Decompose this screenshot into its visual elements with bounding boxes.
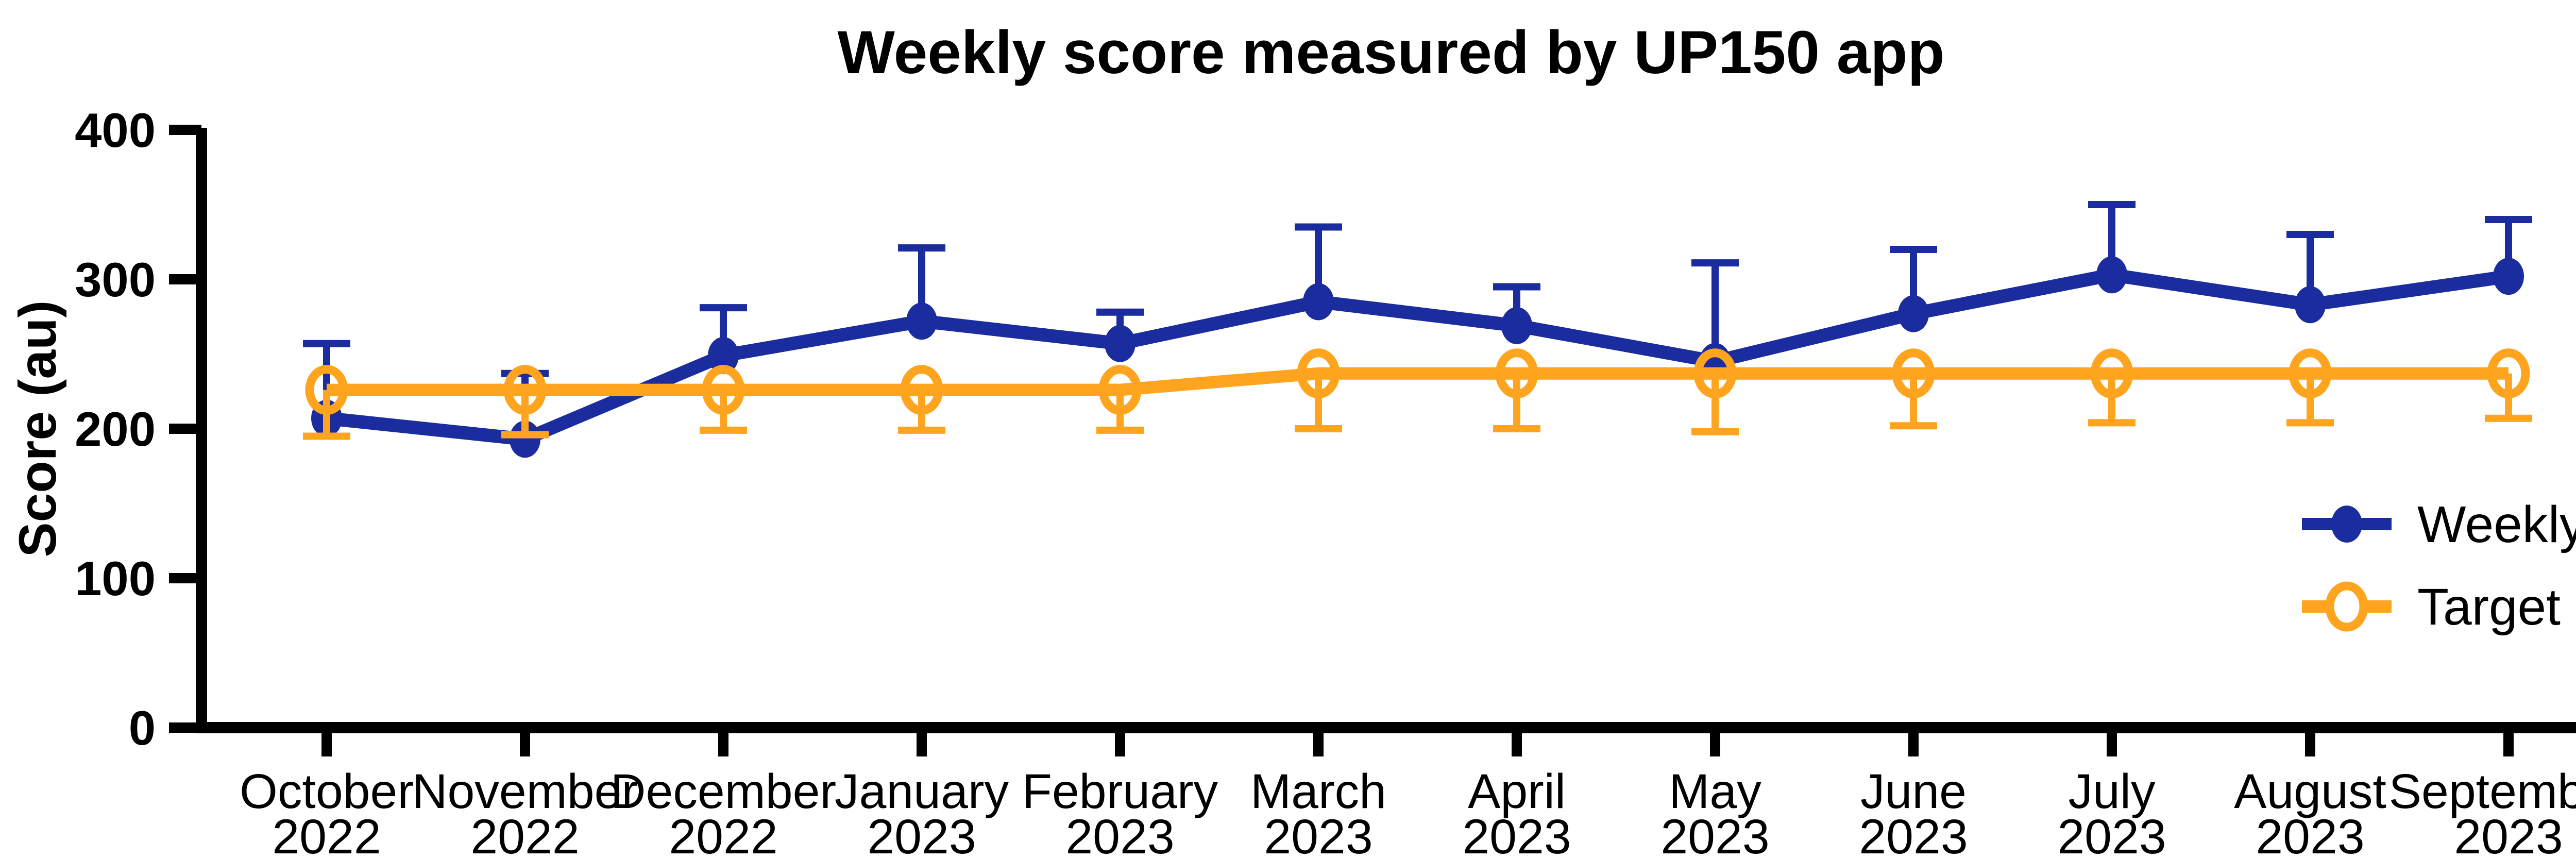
- x-tick-label-month: June: [1860, 764, 1967, 819]
- weekly-series-line: [326, 268, 2510, 446]
- weekly-data-point: [1303, 283, 1334, 321]
- x-tick-label-year: 2023: [1462, 810, 1571, 858]
- x-tick-label-month: January: [835, 764, 1009, 819]
- legend-label: Target score: [2417, 578, 2576, 636]
- y-tick-label: 100: [75, 551, 156, 605]
- weekly-marker-icon: [2331, 506, 2362, 543]
- x-tick-label-year: 2023: [1660, 810, 1769, 858]
- chart-title: Weekly score measured by UP150 app: [837, 19, 1944, 87]
- weekly-data-point: [2295, 286, 2326, 324]
- x-tick-label-year: 2023: [1264, 810, 1372, 858]
- x-tick-label-year: 2023: [1859, 810, 1968, 858]
- x-axis: October2022November2022December2022Janua…: [196, 722, 2576, 858]
- weekly-data-point: [1501, 307, 1532, 344]
- x-tick-label-year: 2023: [2454, 810, 2563, 858]
- legend-item-weekly: Weekly score: [2302, 496, 2576, 553]
- x-tick-label-month: December: [611, 764, 836, 819]
- x-tick-label-month: September: [2389, 764, 2576, 819]
- target-marker-icon: [2325, 581, 2368, 632]
- legend: Weekly score Target score: [2302, 496, 2576, 636]
- y-tick-label: 200: [75, 402, 156, 456]
- x-tick-label-year: 2022: [669, 810, 777, 858]
- weekly-data-point: [1105, 325, 1136, 362]
- x-tick-label-month: August: [2234, 764, 2386, 819]
- weekly-data-point: [906, 302, 937, 340]
- x-tick-label-month: July: [2069, 764, 2156, 819]
- y-tick-label: 0: [129, 701, 156, 755]
- legend-item-target: Target score: [2302, 578, 2576, 636]
- x-tick-label-month: March: [1250, 764, 1386, 819]
- x-tick-label-month: November: [412, 764, 638, 819]
- weekly-data-point: [708, 337, 739, 374]
- target-series-line: [327, 367, 2509, 396]
- x-tick-label-month: April: [1468, 764, 1566, 819]
- y-axis: 0 100 200 300 400: [75, 103, 207, 755]
- x-tick-label-month: February: [1022, 764, 1218, 819]
- weekly-data-point: [2493, 258, 2524, 295]
- weekly-data-point: [510, 420, 540, 458]
- x-tick-label-year: 2022: [470, 810, 579, 858]
- x-tick-label-month: October: [240, 764, 414, 819]
- y-tick-label: 400: [75, 103, 156, 157]
- y-tick-label: 300: [75, 253, 156, 307]
- x-tick-label-year: 2023: [2057, 810, 2166, 858]
- weekly-data-point: [2096, 256, 2127, 294]
- target-score-series: [303, 348, 2532, 440]
- weekly-score-series: [303, 201, 2532, 458]
- x-tick-label-year: 2023: [867, 810, 976, 858]
- x-tick-label-year: 2023: [2256, 810, 2364, 858]
- weekly-data-point: [1898, 295, 1929, 332]
- legend-label: Weekly score: [2417, 496, 2576, 553]
- x-tick-label-month: May: [1669, 764, 1761, 819]
- x-tick-label-year: 2022: [272, 810, 381, 858]
- x-tick-label-year: 2023: [1065, 810, 1174, 858]
- y-axis-label: Score (au): [8, 300, 67, 558]
